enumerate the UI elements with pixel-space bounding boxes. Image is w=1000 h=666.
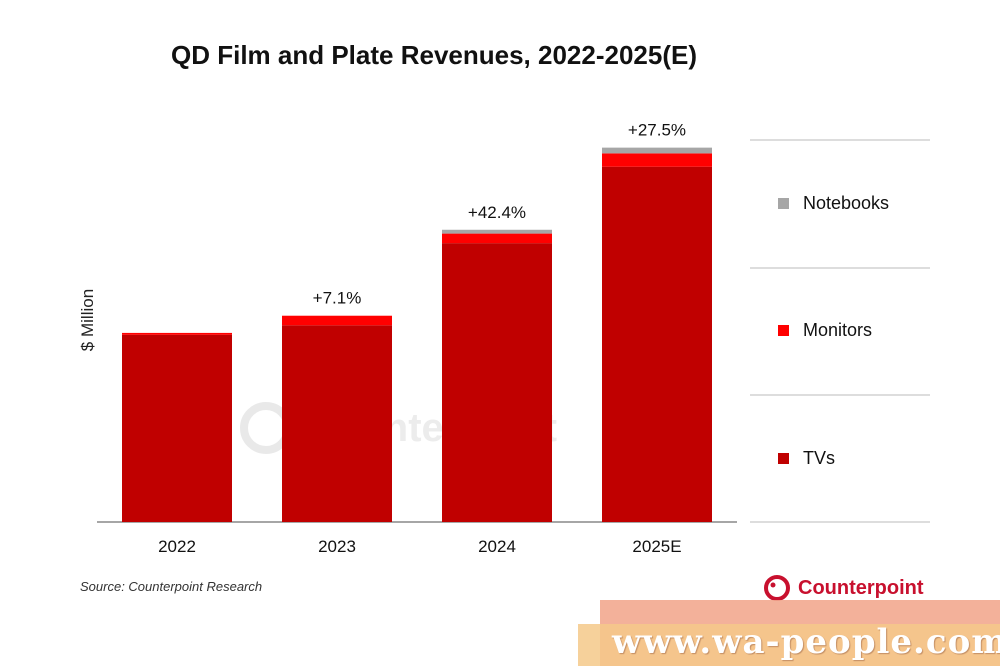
bar-tvs-2025E — [602, 166, 712, 523]
legend-label-monitors: Monitors — [803, 320, 873, 340]
bar-monitors-2025E — [602, 153, 712, 167]
counterpoint-logo-icon — [764, 575, 790, 601]
legend-swatch-tvs — [778, 453, 789, 464]
x-tick-label-2022: 2022 — [158, 537, 196, 556]
growth-label-2023: +7.1% — [313, 289, 362, 308]
legend-swatch-notebooks — [778, 198, 789, 209]
x-tick-label-2024: 2024 — [478, 537, 516, 556]
bar-monitors-2023 — [282, 315, 392, 326]
chart-title: QD Film and Plate Revenues, 2022-2025(E) — [171, 40, 697, 70]
legend-item-notebooks: Notebooks — [778, 193, 889, 214]
brand-name: Counterpoint — [798, 576, 924, 599]
source-note: Source: Counterpoint Research — [80, 579, 263, 594]
legend-swatch-monitors — [778, 325, 789, 336]
legend-item-tvs: TVs — [778, 448, 835, 469]
legend-label-tvs: TVs — [803, 448, 836, 468]
bar-tvs-2024 — [442, 243, 552, 522]
legend-item-monitors: Monitors — [778, 320, 872, 341]
bar-notebooks-2024 — [442, 229, 552, 234]
brand-logo: Counterpoint — [762, 573, 924, 603]
growth-label-2025E: +27.5% — [628, 121, 686, 140]
bar-monitors-2022 — [122, 332, 232, 335]
x-tick-label-2025E: 2025E — [632, 537, 681, 556]
watermark-banner-overlay — [578, 624, 1000, 666]
bar-tvs-2022 — [122, 334, 232, 522]
bar-tvs-2023 — [282, 325, 392, 522]
growth-label-2024: +42.4% — [468, 203, 526, 222]
x-tick-label-2023: 2023 — [318, 537, 356, 556]
bar-notebooks-2025E — [602, 147, 712, 154]
legend-label-notebooks: Notebooks — [803, 193, 890, 213]
watermark-text: www.wa-people.com — [612, 622, 1000, 662]
bar-monitors-2024 — [442, 233, 552, 244]
